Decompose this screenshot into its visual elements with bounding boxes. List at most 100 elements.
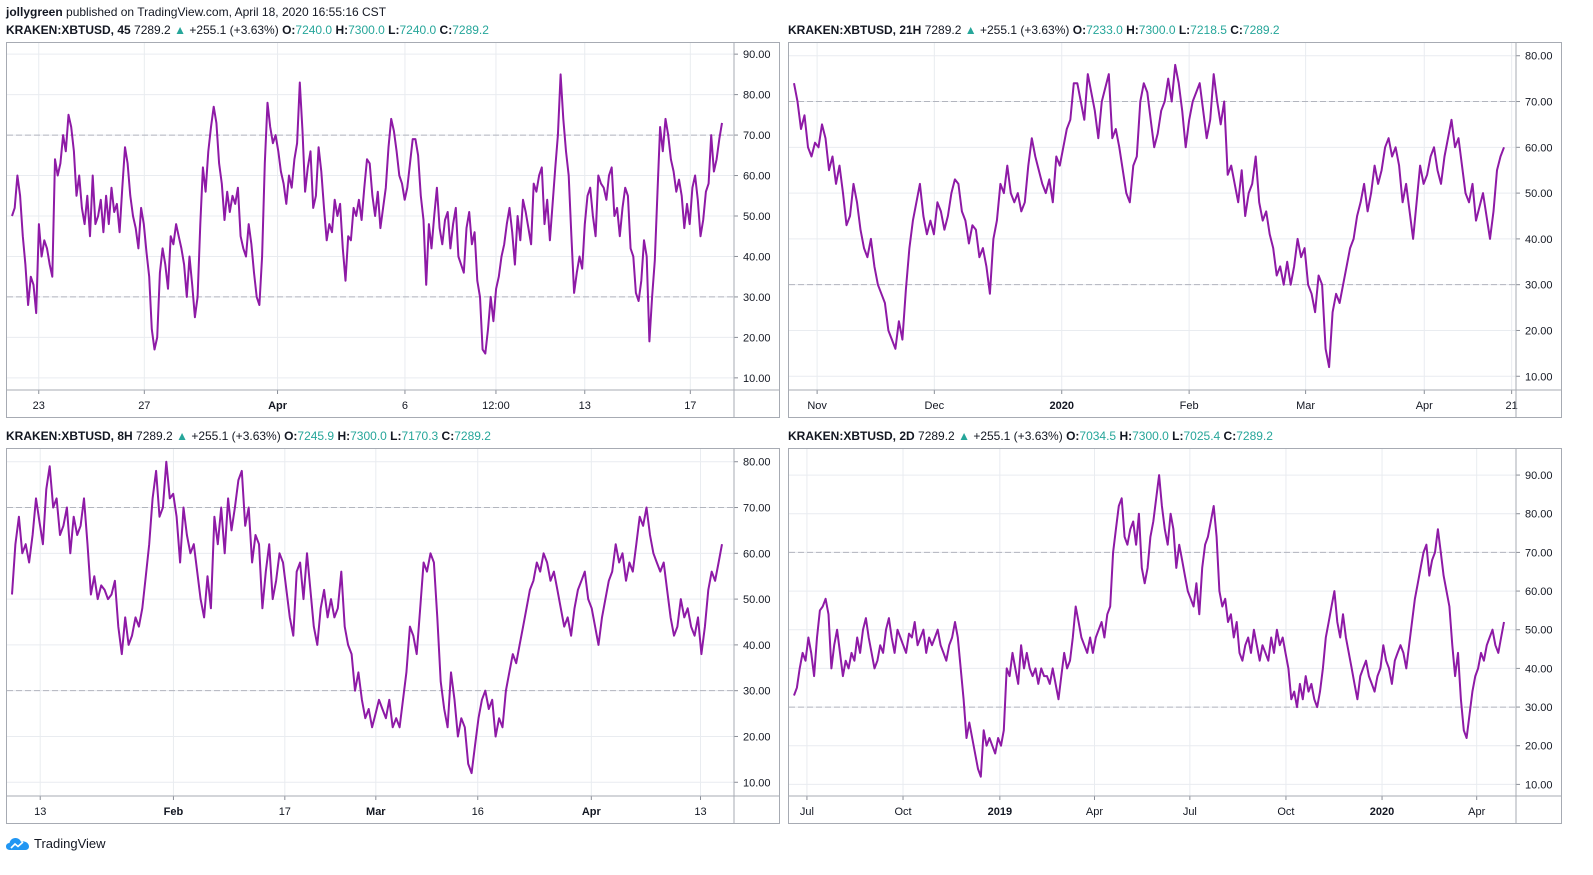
x-tick-label: 2020 xyxy=(1370,806,1394,818)
price-label: 7289.2 xyxy=(136,429,173,443)
open-value: 7245.9 xyxy=(297,429,335,443)
y-tick-label: 10.00 xyxy=(1525,779,1553,791)
cloud-logo-icon xyxy=(6,837,29,850)
rsi-series-line[interactable] xyxy=(793,63,1505,369)
grid xyxy=(7,449,734,796)
tradingview-logo[interactable]: TradingView xyxy=(6,836,106,851)
x-tick-label: Oct xyxy=(1277,806,1294,818)
chart-pane-8h[interactable]: KRAKEN:XBTUSD, 8H 7289.2 ▲ +255.1 (+3.63… xyxy=(6,429,780,824)
chart-pane-2d[interactable]: KRAKEN:XBTUSD, 2D 7289.2 ▲ +255.1 (+3.63… xyxy=(788,429,1562,824)
x-tick-label: 13 xyxy=(34,806,46,818)
author-name[interactable]: jollygreen xyxy=(6,5,63,19)
y-tick-label: 60.00 xyxy=(743,171,771,183)
y-tick-label: 80.00 xyxy=(743,90,771,102)
publish-info: jollygreen published on TradingView.com,… xyxy=(6,5,386,19)
y-tick-label: 70.00 xyxy=(1525,547,1553,559)
y-tick-label: 50.00 xyxy=(1525,625,1553,637)
pane-header: KRAKEN:XBTUSD, 2D 7289.2 ▲ +255.1 (+3.63… xyxy=(788,429,1273,443)
x-tick-label: 6 xyxy=(402,400,408,412)
chart-svg[interactable]: 10.00 20.00 30.00 40.00 50.00 60.00 70.00 80.00… xyxy=(788,42,1562,418)
y-tick-label: 80.00 xyxy=(1525,51,1553,63)
pane-frame xyxy=(788,42,1562,418)
pane-frame xyxy=(6,42,780,418)
y-tick-label: 50.00 xyxy=(743,594,771,606)
y-tick-label: 40.00 xyxy=(743,251,771,263)
chart-pane-21h[interactable]: KRAKEN:XBTUSD, 21H 7289.2 ▲ +255.1 (+3.6… xyxy=(788,23,1562,418)
change-label: +255.1 (+3.63%) xyxy=(979,23,1070,37)
symbol-label: KRAKEN:XBTUSD, 2D xyxy=(788,429,915,443)
y-tick-label: 30.00 xyxy=(743,686,771,698)
y-tick-label: 20.00 xyxy=(743,731,771,743)
grid xyxy=(789,449,1516,796)
up-arrow-icon: ▲ xyxy=(174,23,186,37)
up-arrow-icon: ▲ xyxy=(958,429,970,443)
open-value: 7034.5 xyxy=(1079,429,1117,443)
x-tick-label: Dec xyxy=(925,400,945,412)
close-value: 7289.2 xyxy=(1236,429,1273,443)
y-tick-label: 60.00 xyxy=(1525,142,1553,154)
low-value: 7240.0 xyxy=(399,23,437,37)
rsi-series-line[interactable] xyxy=(11,460,723,775)
x-tick-label: 17 xyxy=(684,400,696,412)
pane-header: KRAKEN:XBTUSD, 21H 7289.2 ▲ +255.1 (+3.6… xyxy=(788,23,1280,37)
y-tick-label: 80.00 xyxy=(1525,509,1553,521)
pane-frame xyxy=(6,448,780,824)
y-tick-label: 40.00 xyxy=(1525,234,1553,246)
x-tick-label: 27 xyxy=(138,400,150,412)
symbol-label: KRAKEN:XBTUSD, 45 xyxy=(6,23,131,37)
y-tick-label: 30.00 xyxy=(743,292,771,304)
low-value: 7170.3 xyxy=(401,429,439,443)
high-value: 7300.0 xyxy=(348,23,385,37)
x-tick-label: Mar xyxy=(1296,400,1315,412)
low-value: 7218.5 xyxy=(1190,23,1227,37)
y-tick-label: 30.00 xyxy=(1525,702,1553,714)
x-tick-label: 2019 xyxy=(988,806,1012,818)
symbol-label: KRAKEN:XBTUSD, 21H xyxy=(788,23,922,37)
change-label: +255.1 (+3.63%) xyxy=(189,23,279,37)
pane-header: KRAKEN:XBTUSD, 45 7289.2 ▲ +255.1 (+3.63… xyxy=(6,23,489,37)
change-label: +255.1 (+3.63%) xyxy=(191,429,281,443)
x-tick-label: Oct xyxy=(894,806,911,818)
rsi-series-line[interactable] xyxy=(11,73,723,355)
pane-frame xyxy=(788,448,1562,824)
price-label: 7289.2 xyxy=(924,23,962,37)
x-tick-label: 2020 xyxy=(1049,400,1073,412)
high-value: 7300.0 xyxy=(350,429,387,443)
open-value: 7233.0 xyxy=(1086,23,1123,37)
y-tick-label: 10.00 xyxy=(743,373,771,385)
chart-svg[interactable]: 10.00 20.00 30.00 40.00 50.00 60.00 70.00 80.00… xyxy=(6,42,780,418)
x-tick-label: 16 xyxy=(472,806,484,818)
x-tick-label: Feb xyxy=(1180,400,1199,412)
close-value: 7289.2 xyxy=(452,23,489,37)
chart-svg[interactable]: 10.00 20.00 30.00 40.00 50.00 60.00 70.00 80.00… xyxy=(6,448,780,824)
publish-text: published on TradingView.com, April 18, … xyxy=(66,5,387,19)
y-tick-label: 90.00 xyxy=(1525,470,1553,482)
price-label: 7289.2 xyxy=(918,429,955,443)
x-tick-label: Nov xyxy=(807,400,827,412)
up-arrow-icon: ▲ xyxy=(964,23,977,37)
chart-pane-45[interactable]: KRAKEN:XBTUSD, 45 7289.2 ▲ +255.1 (+3.63… xyxy=(6,23,780,418)
y-tick-label: 70.00 xyxy=(743,130,771,142)
y-tick-label: 20.00 xyxy=(1525,741,1553,753)
chart-svg[interactable]: 10.00 20.00 30.00 40.00 50.00 60.00 70.00 80.00… xyxy=(788,448,1562,824)
x-tick-label: 12:00 xyxy=(482,400,510,412)
y-tick-label: 50.00 xyxy=(743,211,771,223)
x-tick-label: Apr xyxy=(582,806,602,818)
x-tick-label: 17 xyxy=(279,806,291,818)
x-tick-label: Apr xyxy=(1086,806,1103,818)
x-tick-label: Mar xyxy=(366,806,386,818)
rsi-series-line[interactable] xyxy=(793,474,1505,778)
y-tick-label: 60.00 xyxy=(1525,586,1553,598)
y-tick-label: 70.00 xyxy=(743,503,771,515)
y-tick-label: 20.00 xyxy=(1525,325,1553,337)
low-value: 7025.4 xyxy=(1183,429,1221,443)
y-tick-label: 30.00 xyxy=(1525,280,1553,292)
symbol-label: KRAKEN:XBTUSD, 8H xyxy=(6,429,133,443)
x-tick-label: 23 xyxy=(33,400,45,412)
grid xyxy=(789,43,1516,390)
x-tick-label: 13 xyxy=(694,806,706,818)
x-tick-label: Jul xyxy=(800,806,814,818)
change-label: +255.1 (+3.63%) xyxy=(973,429,1063,443)
x-tick-label: Apr xyxy=(268,400,288,412)
y-tick-label: 20.00 xyxy=(743,332,771,344)
